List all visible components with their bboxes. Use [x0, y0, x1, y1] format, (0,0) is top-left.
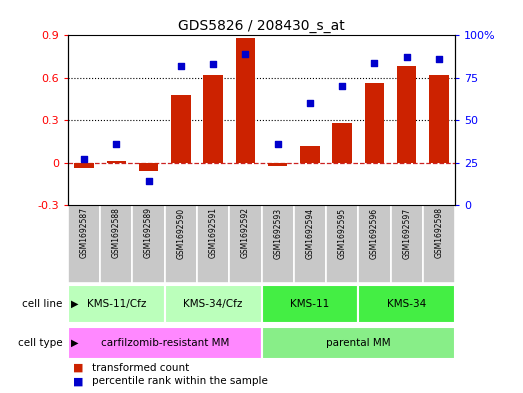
Text: ■: ■	[73, 363, 84, 373]
Text: percentile rank within the sample: percentile rank within the sample	[92, 376, 267, 386]
Bar	[262, 285, 358, 323]
Text: GSM1692594: GSM1692594	[305, 208, 314, 259]
Text: KMS-34/Cfz: KMS-34/Cfz	[184, 299, 243, 309]
Text: GSM1692595: GSM1692595	[338, 208, 347, 259]
Bar	[300, 146, 320, 163]
Bar	[74, 163, 94, 168]
Title: GDS5826 / 208430_s_at: GDS5826 / 208430_s_at	[178, 19, 345, 33]
Bar	[326, 205, 358, 283]
Bar	[358, 205, 391, 283]
Text: ▶: ▶	[71, 338, 78, 348]
Text: GSM1692598: GSM1692598	[435, 208, 444, 259]
Bar	[229, 205, 262, 283]
Bar	[423, 205, 455, 283]
Text: ■: ■	[73, 376, 84, 386]
Point	[80, 156, 88, 162]
Bar	[203, 75, 223, 163]
Point	[305, 100, 314, 107]
Bar	[171, 95, 190, 163]
Text: GSM1692597: GSM1692597	[402, 208, 411, 259]
Bar	[365, 83, 384, 163]
Text: KMS-11/Cfz: KMS-11/Cfz	[87, 299, 146, 309]
Bar	[68, 205, 100, 283]
Text: GSM1692590: GSM1692590	[176, 208, 185, 259]
Point	[274, 141, 282, 147]
Bar	[68, 285, 165, 323]
Point	[177, 63, 185, 69]
Bar	[429, 75, 449, 163]
Point	[403, 54, 411, 61]
Point	[144, 178, 153, 185]
Point	[435, 56, 443, 62]
Text: cell type: cell type	[18, 338, 63, 348]
Text: GSM1692591: GSM1692591	[209, 208, 218, 259]
Bar	[68, 327, 262, 359]
Point	[112, 141, 120, 147]
Bar	[165, 285, 262, 323]
Bar	[268, 163, 287, 165]
Point	[370, 59, 379, 66]
Bar	[262, 327, 455, 359]
Text: ▶: ▶	[71, 299, 78, 309]
Bar	[294, 205, 326, 283]
Text: carfilzomib-resistant MM: carfilzomib-resistant MM	[100, 338, 229, 348]
Point	[209, 61, 218, 67]
Bar	[132, 205, 165, 283]
Bar	[391, 205, 423, 283]
Bar	[236, 38, 255, 163]
Bar	[197, 205, 229, 283]
Text: GSM1692587: GSM1692587	[79, 208, 88, 259]
Text: KMS-11: KMS-11	[290, 299, 329, 309]
Text: cell line: cell line	[22, 299, 63, 309]
Text: transformed count: transformed count	[92, 363, 189, 373]
Bar	[100, 205, 132, 283]
Text: GSM1692588: GSM1692588	[112, 208, 121, 258]
Bar	[358, 285, 455, 323]
Bar	[165, 205, 197, 283]
Text: parental MM: parental MM	[326, 338, 391, 348]
Text: GSM1692592: GSM1692592	[241, 208, 250, 259]
Text: KMS-34: KMS-34	[387, 299, 426, 309]
Point	[241, 51, 249, 57]
Text: GSM1692593: GSM1692593	[273, 208, 282, 259]
Bar	[107, 161, 126, 163]
Bar	[397, 66, 416, 163]
Bar	[333, 123, 352, 163]
Bar	[262, 205, 294, 283]
Text: GSM1692596: GSM1692596	[370, 208, 379, 259]
Bar	[139, 163, 158, 171]
Text: GSM1692589: GSM1692589	[144, 208, 153, 259]
Point	[338, 83, 346, 90]
